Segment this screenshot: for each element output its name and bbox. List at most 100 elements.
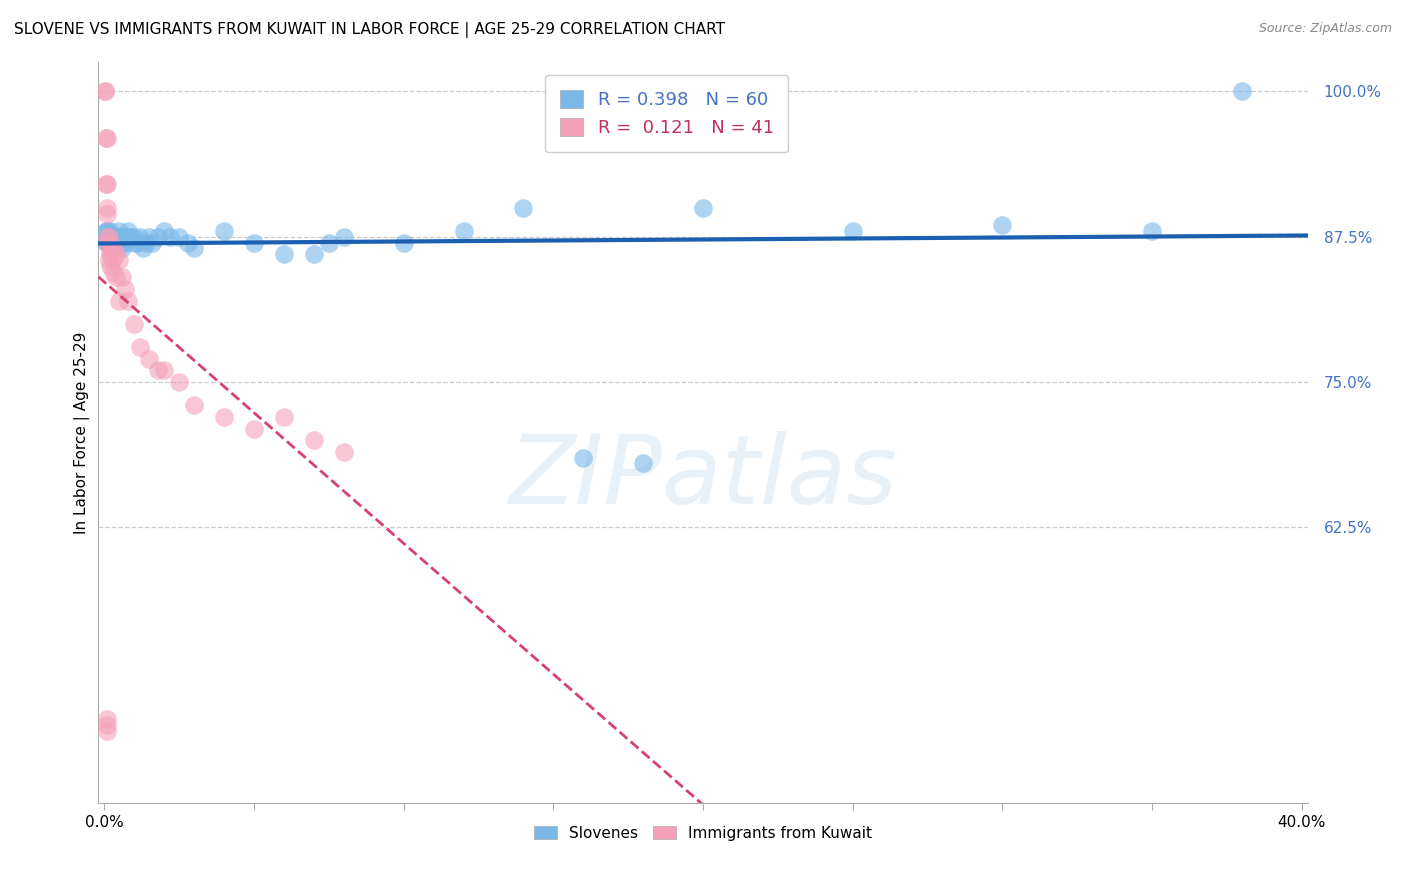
Point [100,229,122,244]
Point [167,375,190,389]
Y-axis label: In Labor Force | Age 25-29: In Labor Force | Age 25-29 [75,332,90,533]
Point [105,235,128,250]
Point [183,241,205,255]
Point [100,247,122,261]
Point [96,723,118,738]
Point [114,235,136,250]
Point [103,241,125,255]
Point [991,218,1014,232]
Point [105,247,128,261]
Text: Source: ZipAtlas.com: Source: ZipAtlas.com [1258,22,1392,36]
Point [100,247,122,261]
Point [841,224,863,238]
Point [103,229,125,244]
Point [96,235,118,250]
Point [108,224,131,238]
Point [114,229,136,244]
Point [138,229,160,244]
Point [103,229,125,244]
Point [103,235,125,250]
Point [103,241,125,255]
Point [124,235,146,250]
Point [111,235,134,250]
Point [117,293,139,308]
Point [512,201,534,215]
Point [96,718,118,732]
Point [117,224,139,238]
Point [111,229,134,244]
Point [159,229,181,244]
Point [94,85,117,99]
Legend: Slovenes, Immigrants from Kuwait: Slovenes, Immigrants from Kuwait [527,820,879,847]
Point [572,450,595,465]
Point [96,131,118,145]
Point [97,229,120,244]
Point [96,201,118,215]
Point [96,224,118,238]
Text: SLOVENE VS IMMIGRANTS FROM KUWAIT IN LABOR FORCE | AGE 25-29 CORRELATION CHART: SLOVENE VS IMMIGRANTS FROM KUWAIT IN LAB… [14,22,725,38]
Point [153,224,176,238]
Point [333,444,356,458]
Point [124,229,146,244]
Point [302,247,325,261]
Point [103,253,125,268]
Point [453,224,475,238]
Point [100,235,122,250]
Point [96,235,118,250]
Point [94,178,117,192]
Point [94,85,117,99]
Point [100,235,122,250]
Point [96,712,118,726]
Point [96,229,118,244]
Point [631,457,654,471]
Point [129,229,152,244]
Point [177,235,200,250]
Point [273,247,295,261]
Point [94,224,117,238]
Point [97,253,120,268]
Point [108,229,131,244]
Point [94,229,117,244]
Point [302,433,325,447]
Point [100,259,122,273]
Point [96,235,118,250]
Point [108,229,131,244]
Point [132,241,155,255]
Point [148,229,170,244]
Point [1140,224,1163,238]
Point [96,178,118,192]
Point [1230,85,1253,99]
Point [129,340,152,354]
Point [333,229,356,244]
Point [273,409,295,424]
Point [135,235,157,250]
Point [153,363,176,377]
Point [212,224,235,238]
Point [318,235,340,250]
Point [100,229,122,244]
Point [120,229,142,244]
Point [96,224,118,238]
Point [105,270,128,285]
Point [103,265,125,279]
Point [392,235,415,250]
Point [114,282,136,296]
Point [124,317,146,331]
Point [94,131,117,145]
Point [183,398,205,412]
Point [111,241,134,255]
Point [100,224,122,238]
Point [108,253,131,268]
Point [127,235,149,250]
Point [243,235,266,250]
Point [111,270,134,285]
Point [141,235,163,250]
Point [167,229,190,244]
Point [96,229,118,244]
Point [96,206,118,220]
Point [138,351,160,366]
Point [148,363,170,377]
Point [105,229,128,244]
Point [117,229,139,244]
Point [108,293,131,308]
